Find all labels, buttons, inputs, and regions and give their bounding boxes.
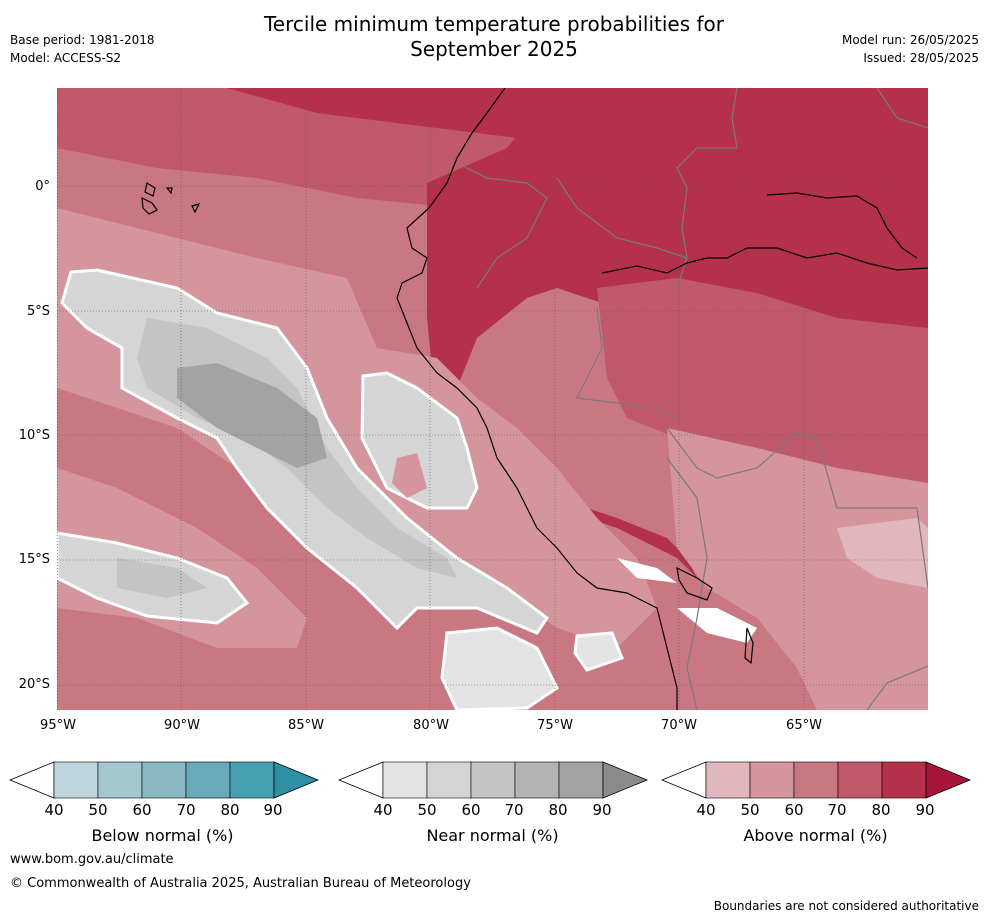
meta-right: Model run: 26/05/2025 Issued: 28/05/2025: [842, 31, 979, 67]
colorbar-2-box-5: [881, 761, 927, 799]
region-near-normal-south: [440, 626, 559, 710]
lat-tick-10s: 10°S: [18, 428, 50, 443]
cb1-tick-90: 90: [592, 801, 612, 819]
cb0-tick-50: 50: [88, 801, 108, 819]
lon-tick-95w: 95°W: [40, 718, 76, 733]
coastline: [141, 88, 928, 710]
lon-tick-65w: 65°W: [786, 718, 822, 733]
cb0-tick-90: 90: [263, 801, 283, 819]
cb0-tick-70: 70: [176, 801, 196, 819]
region-above-inset: [392, 453, 427, 498]
colorbar-1-box-3: [470, 761, 516, 799]
colorbar-1-box-1: [382, 761, 428, 799]
website-link[interactable]: www.bom.gov.au/climate: [10, 852, 174, 867]
lat-tick-5s: 5°S: [26, 304, 50, 319]
colorbar-1-box-5: [558, 761, 604, 799]
region-near-normal-southwest-60: [117, 558, 207, 598]
region-above-70-interior: [597, 278, 928, 508]
cb1-tick-70: 70: [504, 801, 524, 819]
colorbar-1-extend-low: [337, 761, 384, 799]
colorbar-0-extend-low: [8, 761, 55, 799]
colorbar-2-box-1: [705, 761, 751, 799]
colorbar-label-above: Above normal (%): [743, 826, 888, 845]
colorbar-0-box-4: [185, 761, 231, 799]
cb1-tick-60: 60: [461, 801, 481, 819]
cb2-tick-50: 50: [740, 801, 760, 819]
lon-tick-70w: 70°W: [661, 718, 697, 733]
cb1-tick-50: 50: [417, 801, 437, 819]
lat-tick-0: 0°: [35, 179, 50, 194]
region-above-80-continent: [427, 88, 928, 578]
colorbar-2-extend-low: [660, 761, 707, 799]
model-name: Model: ACCESS-S2: [10, 51, 122, 65]
cb1-tick-40: 40: [373, 801, 393, 819]
region-white-coast-2: [617, 558, 677, 583]
meta-left: Base period: 1981-2018 Model: ACCESS-S2: [10, 31, 155, 67]
cb0-tick-40: 40: [44, 801, 64, 819]
colorbar-0-box-2: [97, 761, 143, 799]
map-svg: [57, 88, 928, 710]
cb2-tick-40: 40: [696, 801, 716, 819]
colorbar-1-box-2: [426, 761, 472, 799]
lon-tick-75w: 75°W: [537, 718, 573, 733]
lon-tick-85w: 85°W: [288, 718, 324, 733]
lat-tick-20s: 20°S: [18, 677, 50, 692]
cb2-tick-80: 80: [871, 801, 891, 819]
region-near-normal-small: [573, 631, 624, 672]
cb2-tick-60: 60: [784, 801, 804, 819]
colorbar-2-extend-high: [925, 761, 972, 799]
disclaimer: Boundaries are not considered authoritat…: [713, 899, 979, 913]
cb1-tick-80: 80: [548, 801, 568, 819]
region-above-40-southeast: [837, 518, 928, 588]
cb2-tick-90: 90: [915, 801, 935, 819]
model-run: Model run: 26/05/2025: [841, 33, 979, 47]
colorbar-2-box-3: [793, 761, 839, 799]
probability-map: [57, 88, 928, 710]
region-above-50-southeast: [667, 428, 928, 710]
colorbars-svg: [8, 761, 972, 799]
colorbar-label-near: Near normal (%): [426, 826, 559, 845]
colorbar-1-box-4: [514, 761, 560, 799]
colorbar-near-normal: [337, 761, 649, 799]
colorbar-2-box-2: [749, 761, 795, 799]
cb0-tick-60: 60: [132, 801, 152, 819]
region-near-normal-island: [360, 371, 479, 510]
colorbar-0-box-5: [229, 761, 275, 799]
colorbar-0-box-1: [53, 761, 99, 799]
region-near-normal-70: [177, 363, 327, 468]
title-line-1: Tercile minimum temperature probabilitie…: [263, 12, 725, 36]
lon-tick-80w: 80°W: [413, 718, 449, 733]
colorbar-1-extend-high: [602, 761, 649, 799]
base-period: Base period: 1981-2018: [10, 33, 155, 47]
cb0-tick-80: 80: [220, 801, 240, 819]
map-title: Tercile minimum temperature probabilitie…: [0, 12, 988, 62]
country-borders: [456, 88, 928, 710]
issued-date: Issued: 28/05/2025: [863, 51, 979, 65]
lat-tick-15s: 15°S: [18, 552, 50, 567]
title-line-2: September 2025: [410, 37, 578, 61]
colorbar-2-box-4: [837, 761, 883, 799]
colorbar-0-box-3: [141, 761, 187, 799]
colorbar-0-extend-high: [273, 761, 320, 799]
gridlines: [57, 88, 928, 710]
colorbar-below-normal: [8, 761, 320, 799]
colorbar-above-normal: [660, 761, 972, 799]
colorbar-label-below: Below normal (%): [91, 826, 234, 845]
cb2-tick-70: 70: [827, 801, 847, 819]
copyright: © Commonwealth of Australia 2025, Austra…: [10, 876, 471, 891]
lon-tick-90w: 90°W: [164, 718, 200, 733]
